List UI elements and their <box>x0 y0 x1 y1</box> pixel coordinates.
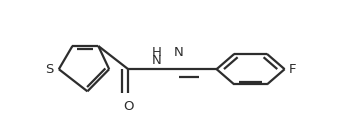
Text: N: N <box>152 54 162 67</box>
Text: S: S <box>46 63 54 76</box>
Text: O: O <box>123 100 133 113</box>
Text: F: F <box>289 63 296 76</box>
Text: H: H <box>152 46 162 59</box>
Text: N: N <box>174 46 184 59</box>
